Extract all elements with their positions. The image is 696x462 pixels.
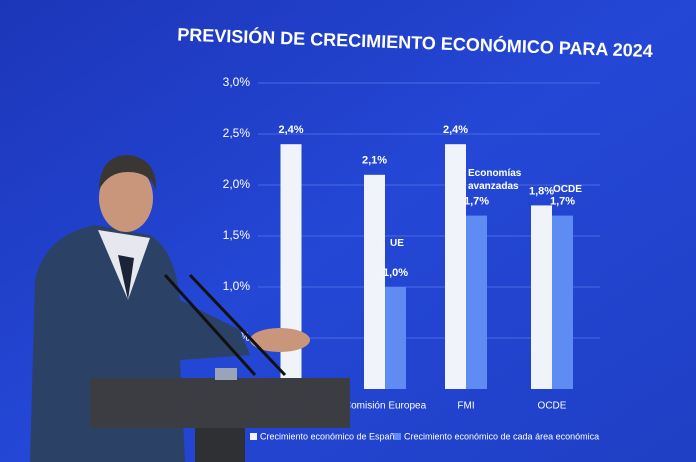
bar xyxy=(531,205,552,389)
x-tick-label: OCDE xyxy=(538,401,567,412)
annotation: Economías avanzadas xyxy=(468,168,522,192)
value-label: 2,1% xyxy=(362,155,387,167)
speaker xyxy=(30,155,350,462)
legend-label: Crecimiento económico de España xyxy=(260,431,400,441)
y-tick-label: 2,0% xyxy=(223,177,251,191)
annotation: UE xyxy=(390,238,404,249)
legend-label: Crecimiento económico de cada área econó… xyxy=(404,431,599,441)
y-tick-label: 2,5% xyxy=(223,126,251,140)
bar xyxy=(385,287,406,389)
bar xyxy=(445,144,466,389)
x-tick-label: FMI xyxy=(457,401,474,412)
y-tick-label: 1,0% xyxy=(223,279,251,293)
value-label: 2,4% xyxy=(278,124,303,136)
bar xyxy=(364,174,385,389)
value-label: 2,4% xyxy=(443,124,468,136)
value-label: 1,0% xyxy=(383,267,408,279)
value-label: 1,7% xyxy=(464,196,489,208)
bar xyxy=(552,215,573,389)
y-tick-label: 3,0% xyxy=(223,75,251,89)
value-label: 1,8% xyxy=(529,185,554,197)
annotation: OCDE xyxy=(553,184,582,195)
legend-swatch xyxy=(250,433,257,440)
x-tick-label: Comisión Europea xyxy=(344,401,427,412)
legend-swatch xyxy=(394,433,401,440)
y-tick-label: 1,5% xyxy=(223,228,251,242)
bar xyxy=(466,215,487,389)
value-label: 1,7% xyxy=(550,196,575,208)
bar xyxy=(280,144,302,389)
